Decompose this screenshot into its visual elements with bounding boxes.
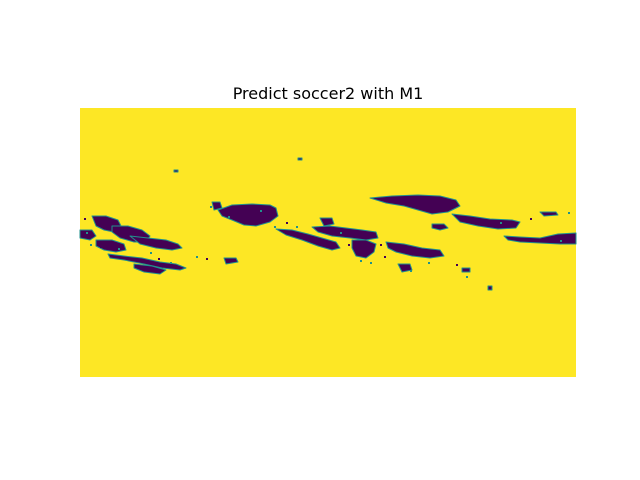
speckle-26 <box>560 240 562 242</box>
speckle-25 <box>530 218 532 220</box>
speckle-28 <box>380 244 382 246</box>
speckle-8 <box>170 262 172 264</box>
low-region-20 <box>319 217 335 227</box>
speckle-29 <box>260 210 262 212</box>
speckle-3 <box>90 244 92 246</box>
low-region-17 <box>539 211 559 217</box>
speckle-27 <box>568 212 570 214</box>
low-region-25 <box>173 169 179 173</box>
chart-title: Predict soccer2 with M1 <box>232 84 424 103</box>
low-region-5 <box>275 228 341 251</box>
speckle-23 <box>466 276 468 278</box>
speckle-5 <box>118 248 120 250</box>
low-region-19 <box>487 285 493 291</box>
speckle-13 <box>286 222 288 224</box>
speckle-16 <box>348 244 350 246</box>
low-region-16 <box>431 223 449 231</box>
low-region-12 <box>79 229 97 241</box>
low-region-24 <box>297 157 303 161</box>
speckle-21 <box>428 262 430 264</box>
speckle-18 <box>370 262 372 264</box>
low-region-4 <box>503 232 577 245</box>
low-region-2 <box>369 194 461 215</box>
low-region-18 <box>461 267 471 273</box>
speckle-15 <box>340 232 342 234</box>
speckle-1 <box>84 218 86 220</box>
speckle-30 <box>274 226 276 228</box>
low-region-1 <box>217 203 279 227</box>
speckle-2 <box>86 232 88 234</box>
speckle-10 <box>206 258 208 260</box>
speckle-12 <box>228 216 230 218</box>
speckle-22 <box>456 264 458 266</box>
speckle-24 <box>500 222 502 224</box>
speckle-7 <box>158 258 160 260</box>
low-region-15 <box>133 263 167 275</box>
low-region-23 <box>223 257 239 265</box>
speckle-11 <box>210 206 212 208</box>
speckle-6 <box>150 252 152 254</box>
low-region-14 <box>107 253 187 271</box>
speckle-20 <box>410 270 412 272</box>
low-region-22 <box>211 201 223 211</box>
low-region-11 <box>129 235 183 251</box>
low-region-6 <box>311 225 379 241</box>
speckle-4 <box>100 246 102 248</box>
low-region-3 <box>451 213 521 230</box>
speckle-14 <box>296 226 298 228</box>
low-region-8 <box>385 241 445 259</box>
speckle-19 <box>384 256 386 258</box>
speckle-9 <box>196 256 198 258</box>
plot-area <box>79 108 577 377</box>
low-region-7 <box>351 239 377 259</box>
low-value-regions <box>79 157 577 291</box>
speckle-17 <box>360 260 362 262</box>
